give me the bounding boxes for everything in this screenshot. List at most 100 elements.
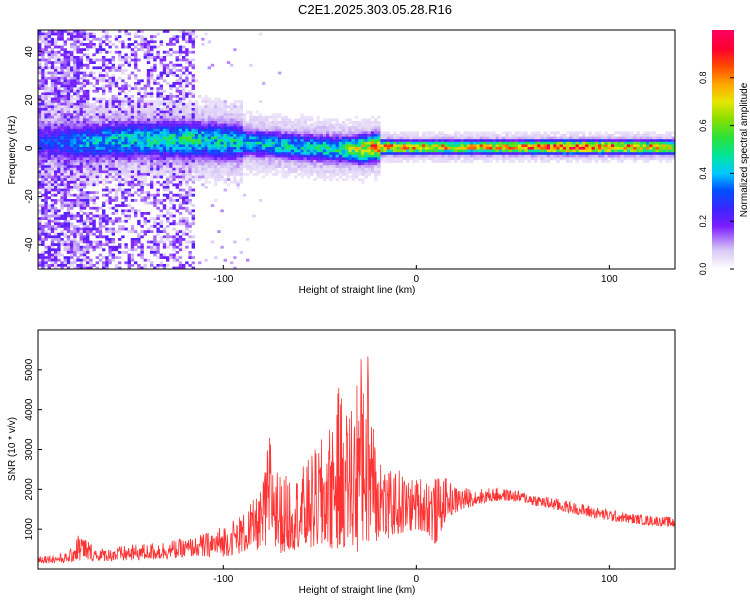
heatmap-cell [386,147,391,150]
heatmap-cell [214,149,218,153]
heatmap-cell [47,53,51,57]
heatmap-cell [150,175,154,179]
heatmap-cell [130,123,135,127]
heatmap-cell [86,219,90,223]
heatmap-cell [444,154,448,158]
heatmap-cell [41,110,45,114]
heatmap-cell [73,201,77,205]
heatmap-cell [284,121,288,124]
heatmap-cell [60,121,64,124]
heatmap-cell [156,170,160,174]
heatmap-cell [335,147,339,150]
heatmap-cell [431,131,435,135]
heatmap-cell [98,50,103,54]
heatmap-cell [345,175,349,179]
heatmap-cell [162,113,167,116]
heatmap-cell [447,147,451,150]
heatmap-cell [226,139,231,142]
heatmap-cell [319,131,323,135]
heatmap-cell [57,35,61,38]
heatmap-cell [319,134,323,137]
heatmap-cell [169,256,173,259]
heatmap-cell [290,131,295,135]
heatmap-cell [207,175,211,179]
heatmap-cell [130,152,135,155]
heatmap-cell [153,136,157,140]
heatmap-cell [284,123,288,127]
heatmap-cell [76,95,80,98]
heatmap-cell [92,84,96,88]
heatmap-cell [194,102,199,106]
heatmap-cell [239,121,243,124]
heatmap-cell [105,227,109,231]
heatmap-cell [358,165,362,168]
heatmap-cell [92,89,96,93]
heatmap-cell [66,115,71,119]
heatmap-cell [38,173,42,176]
heatmap-cell [338,149,343,153]
heatmap-cell [98,134,103,137]
heatmap-cell [41,35,45,38]
heatmap-cell [114,199,119,202]
heatmap-cell [130,95,135,98]
heatmap-cell [223,147,227,150]
heatmap-cell [178,110,183,114]
heatmap-cell [41,118,45,122]
heatmap-cell [70,79,74,83]
heatmap-cell [105,35,109,38]
heatmap-cell [287,173,291,176]
heatmap-cell [194,154,199,158]
heatmap-cell [402,144,407,148]
heatmap-cell [105,199,109,202]
heatmap-cell [111,105,115,109]
heatmap-cell [63,74,67,77]
heatmap-cell [50,212,55,215]
heatmap-cell [188,264,192,267]
heatmap-cell [124,123,128,127]
heatmap-cell [47,248,51,252]
heatmap-cell [76,115,80,119]
heatmap-cell [185,136,189,140]
heatmap-cell [182,71,186,75]
heatmap-cell [92,183,96,187]
heatmap-cell [217,115,221,119]
heatmap-cell [258,121,263,124]
heatmap-cell [89,230,93,233]
heatmap-cell [258,32,263,36]
heatmap-cell [47,45,51,49]
heatmap-cell [380,131,384,135]
heatmap-cell [127,209,131,213]
heatmap-cell [95,118,99,122]
heatmap-cell [310,149,314,153]
heatmap-cell [66,235,71,239]
heatmap-cell [166,160,170,163]
heatmap-cell [124,170,128,174]
heatmap-cell [242,123,247,127]
heatmap-cell [425,141,429,145]
heatmap-cell [82,74,87,77]
heatmap-cell [150,240,154,244]
heatmap-cell [319,147,323,150]
heatmap-cell [127,266,131,269]
heatmap-cell [284,154,288,158]
heatmap-cell [82,219,87,223]
heatmap-cell [127,193,131,197]
heatmap-cell [230,147,234,150]
heatmap-cell [418,136,423,140]
heatmap-cell [287,170,291,174]
heatmap-cell [54,261,58,265]
heatmap-cell [274,149,279,153]
heatmap-cell [156,188,160,192]
heatmap-cell [156,180,160,184]
heatmap-cell [191,219,195,223]
heatmap-cell [92,206,96,210]
heatmap-cell [252,134,256,137]
heatmap-cell [172,128,176,132]
heatmap-cell [249,167,253,171]
heatmap-cell [108,136,112,140]
heatmap-cell [54,178,58,181]
heatmap-cell [66,256,71,259]
heatmap-cell [70,180,74,184]
heatmap-cell [121,178,125,181]
heatmap-cell [185,173,189,176]
